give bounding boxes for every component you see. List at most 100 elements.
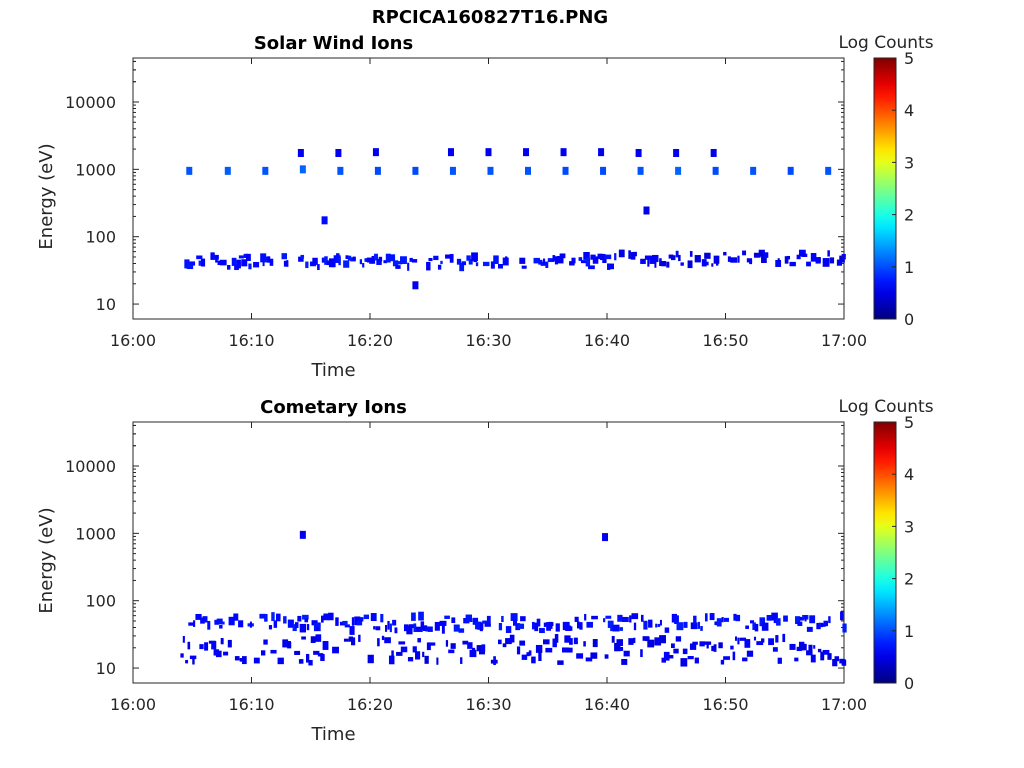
count-pixel [782, 633, 786, 643]
count-pixel [714, 621, 719, 626]
x-tick-label: 17:00 [821, 331, 867, 350]
count-pixel [417, 638, 422, 643]
count-pixel [699, 641, 705, 647]
count-pixel [557, 255, 564, 264]
count-pixel [648, 619, 653, 628]
count-pixel [441, 625, 445, 634]
count-pixel [459, 262, 465, 272]
count-pixel [659, 635, 666, 644]
count-pixel [690, 622, 698, 630]
y-tick-label: 10000 [65, 93, 116, 112]
count-pixel [385, 624, 388, 632]
count-pixel [242, 656, 247, 665]
count-pixel [810, 253, 817, 262]
count-pixel [198, 260, 202, 266]
count-pixel [644, 636, 650, 642]
count-pixel [827, 250, 830, 257]
count-pixel [228, 616, 235, 626]
count-pixel [259, 613, 266, 619]
count-cell [635, 148, 642, 157]
count-pixel [424, 655, 429, 664]
y-tick-label: 10 [96, 659, 116, 678]
count-pixel [716, 618, 722, 627]
count-pixel [322, 641, 329, 650]
count-pixel [841, 659, 847, 666]
count-pixel [842, 623, 847, 633]
count-pixel [761, 638, 765, 643]
count-band [490, 251, 617, 270]
count-pixel [392, 619, 397, 626]
count-pixel [730, 645, 734, 650]
count-pixel [694, 657, 699, 664]
count-pixel [189, 261, 196, 266]
count-pixel [348, 636, 353, 642]
count-pixel [420, 621, 425, 631]
count-pixel [370, 613, 377, 622]
count-pixel [605, 615, 612, 619]
count-pixel [428, 258, 433, 262]
count-pixel [185, 659, 189, 664]
count-pixel [836, 259, 843, 266]
count-pixel [269, 258, 274, 266]
count-pixel [192, 656, 195, 665]
count-pixel [294, 650, 301, 655]
count-pixel [668, 254, 674, 259]
count-pixel [283, 616, 287, 624]
count-pixel [292, 624, 297, 632]
count-pixel [415, 626, 423, 632]
count-pixel [680, 262, 684, 266]
count-cell [335, 148, 342, 157]
count-pixel [359, 259, 363, 265]
count-pixel [528, 650, 532, 656]
count-pixel [202, 616, 208, 623]
count-pixel [737, 255, 740, 263]
count-pixel [484, 623, 491, 627]
count-cell [412, 281, 419, 290]
count-pixel [588, 265, 595, 270]
count-pixel [231, 257, 237, 266]
count-pixel [312, 257, 318, 265]
count-pixel [512, 619, 518, 626]
x-tick-label: 16:40 [584, 331, 630, 350]
count-pixel [412, 646, 417, 653]
count-pixel [735, 614, 741, 622]
count-cell [299, 165, 306, 174]
count-pixel [215, 256, 218, 263]
count-pixel [734, 636, 738, 641]
count-pixel [283, 260, 289, 267]
count-pixel [315, 634, 322, 642]
count-cell [562, 166, 569, 175]
count-pixel [407, 657, 414, 662]
count-pixel [745, 625, 749, 629]
count-pixel [670, 643, 675, 649]
count-pixel [223, 651, 229, 656]
count-pixel [268, 625, 273, 630]
count-pixel [628, 638, 634, 645]
count-pixel [623, 650, 630, 657]
count-pixel [784, 256, 789, 264]
count-pixel [482, 620, 488, 624]
count-pixel [219, 259, 227, 266]
count-pixel [531, 621, 535, 630]
count-pixel [583, 641, 586, 647]
count-pixel [323, 613, 330, 621]
count-pixel [238, 255, 244, 259]
count-pixel [422, 651, 425, 658]
count-pixel [670, 255, 676, 261]
count-pixel [768, 638, 774, 646]
count-pixel [700, 626, 703, 631]
y-tick-label: 10000 [65, 457, 116, 476]
count-pixel [427, 626, 433, 632]
count-pixel [692, 641, 698, 645]
count-pixel [502, 643, 507, 648]
y-tick-label: 100 [85, 228, 116, 247]
count-pixel [571, 257, 576, 264]
count-pixel [758, 249, 765, 257]
count-pixel [678, 254, 681, 262]
count-cell [673, 148, 680, 157]
count-pixel [798, 249, 806, 257]
count-pixel [220, 637, 224, 645]
count-pixel [310, 636, 316, 643]
count-pixel [713, 644, 717, 652]
count-pixel [742, 657, 748, 662]
